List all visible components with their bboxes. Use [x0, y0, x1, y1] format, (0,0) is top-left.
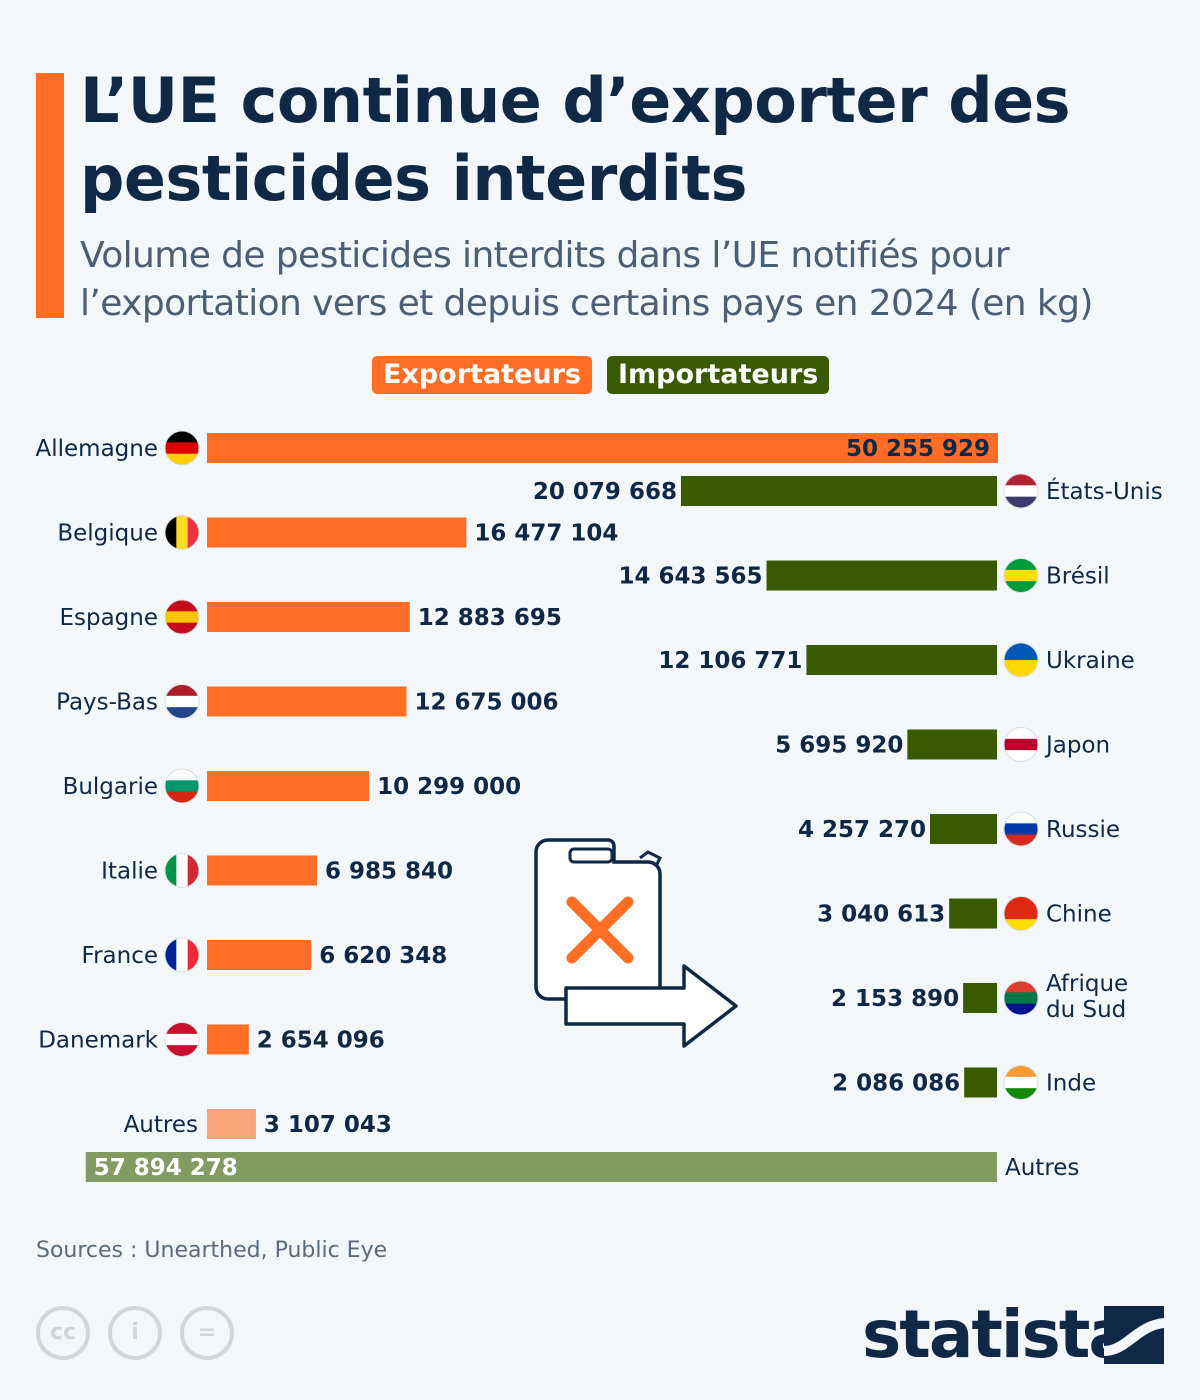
exporter-label: Espagne	[59, 605, 158, 631]
importer-value-label: 3 040 613	[817, 902, 945, 928]
legend-exporters: Exportateurs	[372, 356, 593, 394]
exporter-value-label: 2 654 096	[257, 1028, 385, 1054]
no-derivatives-icon[interactable]: =	[180, 1306, 234, 1360]
flag-icon	[1003, 558, 1039, 593]
importer-value-label: 5 695 920	[775, 733, 903, 759]
flag-icon	[164, 853, 200, 888]
importer-label: Japon	[1044, 733, 1110, 759]
bar-importer	[85, 1152, 998, 1182]
title-accent-bar	[36, 73, 64, 318]
flag-icon	[1003, 642, 1039, 678]
page-title: L’UE continue d’exporter des pesticides …	[80, 64, 1071, 215]
importer-label: États-Unis	[1046, 477, 1163, 505]
importer-value-label: 2 153 890	[831, 986, 959, 1012]
importer-value-label: 14 643 565	[618, 564, 762, 590]
legend-importers: Importateurs	[607, 356, 830, 394]
exporter-value-label: 3 107 043	[264, 1112, 392, 1138]
bar-importer	[680, 476, 997, 506]
flag-icon	[164, 684, 200, 719]
exporter-value-label: 50 255 929	[846, 436, 990, 462]
bar-importer	[963, 983, 997, 1013]
flag-icon	[1003, 727, 1039, 762]
flag-icon	[164, 430, 200, 466]
exporter-label: Italie	[101, 859, 158, 885]
bar-importer	[949, 898, 997, 929]
exporter-value-label: 6 620 348	[319, 943, 447, 969]
exporter-label: Belgique	[57, 521, 158, 547]
bar-exporter	[207, 602, 410, 632]
flag-icon	[164, 599, 200, 635]
flag-icon	[164, 1022, 200, 1057]
exporter-label: Allemagne	[36, 436, 159, 462]
exporter-value-label: 12 675 006	[414, 690, 558, 716]
bar-importer	[806, 645, 997, 675]
importer-label: Autres	[1005, 1155, 1079, 1181]
bar-importer	[929, 814, 997, 844]
bar-importer	[907, 729, 997, 760]
flag-icon	[1003, 980, 1039, 1016]
bar-exporter	[207, 517, 467, 548]
bar-exporter	[207, 1109, 256, 1139]
attribution-icon[interactable]: i	[108, 1306, 162, 1360]
jerrycan-export-icon	[534, 838, 738, 1048]
exporter-label: Pays-Bas	[56, 690, 158, 716]
importer-label: Inde	[1046, 1071, 1096, 1097]
importer-value-label: 57 894 278	[94, 1155, 238, 1181]
bar-importer	[964, 1067, 997, 1098]
importer-label: Brésil	[1046, 564, 1110, 590]
importer-value-label: 4 257 270	[798, 817, 926, 843]
exporter-label: Danemark	[38, 1028, 158, 1054]
exporter-value-label: 10 299 000	[377, 774, 521, 800]
bar-exporter	[207, 940, 312, 970]
statista-logo[interactable]: statista	[862, 1296, 1133, 1373]
flag-icon	[164, 937, 200, 973]
flag-icon	[1003, 896, 1039, 931]
bar-exporter	[207, 771, 370, 801]
statista-logo-mark	[1104, 1306, 1164, 1364]
source-note: Sources : Unearthed, Public Eye	[36, 1238, 388, 1263]
importer-value-label: 20 079 668	[533, 479, 677, 505]
bar-importer	[766, 560, 997, 591]
flag-icon	[1003, 1065, 1039, 1100]
flag-icon	[1003, 811, 1039, 847]
cc-icon[interactable]: cc	[36, 1306, 90, 1360]
exporter-value-label: 16 477 104	[474, 521, 618, 547]
importer-value-label: 2 086 086	[832, 1071, 960, 1097]
bar-exporter	[207, 433, 998, 463]
exporter-value-label: 12 883 695	[418, 605, 562, 631]
bar-exporter	[207, 1024, 249, 1055]
flag-icon	[164, 768, 200, 804]
bar-exporter	[207, 855, 317, 886]
flag-icon	[164, 515, 200, 550]
exporter-label: Bulgarie	[63, 774, 158, 800]
exporter-value-label: 6 985 840	[325, 859, 453, 885]
exporter-label: Autres	[124, 1112, 198, 1138]
importer-label: Chine	[1046, 902, 1112, 928]
importer-value-label: 12 106 771	[658, 648, 802, 674]
importer-label: Ukraine	[1046, 648, 1135, 674]
page-subtitle: Volume de pesticides interdits dans l’UE…	[80, 235, 1093, 324]
bar-exporter	[207, 686, 407, 717]
importer-label: Afrique du Sud	[1046, 971, 1128, 1023]
importer-label: Russie	[1046, 817, 1120, 843]
exporter-label: France	[82, 943, 158, 969]
flag-icon	[1003, 473, 1039, 509]
